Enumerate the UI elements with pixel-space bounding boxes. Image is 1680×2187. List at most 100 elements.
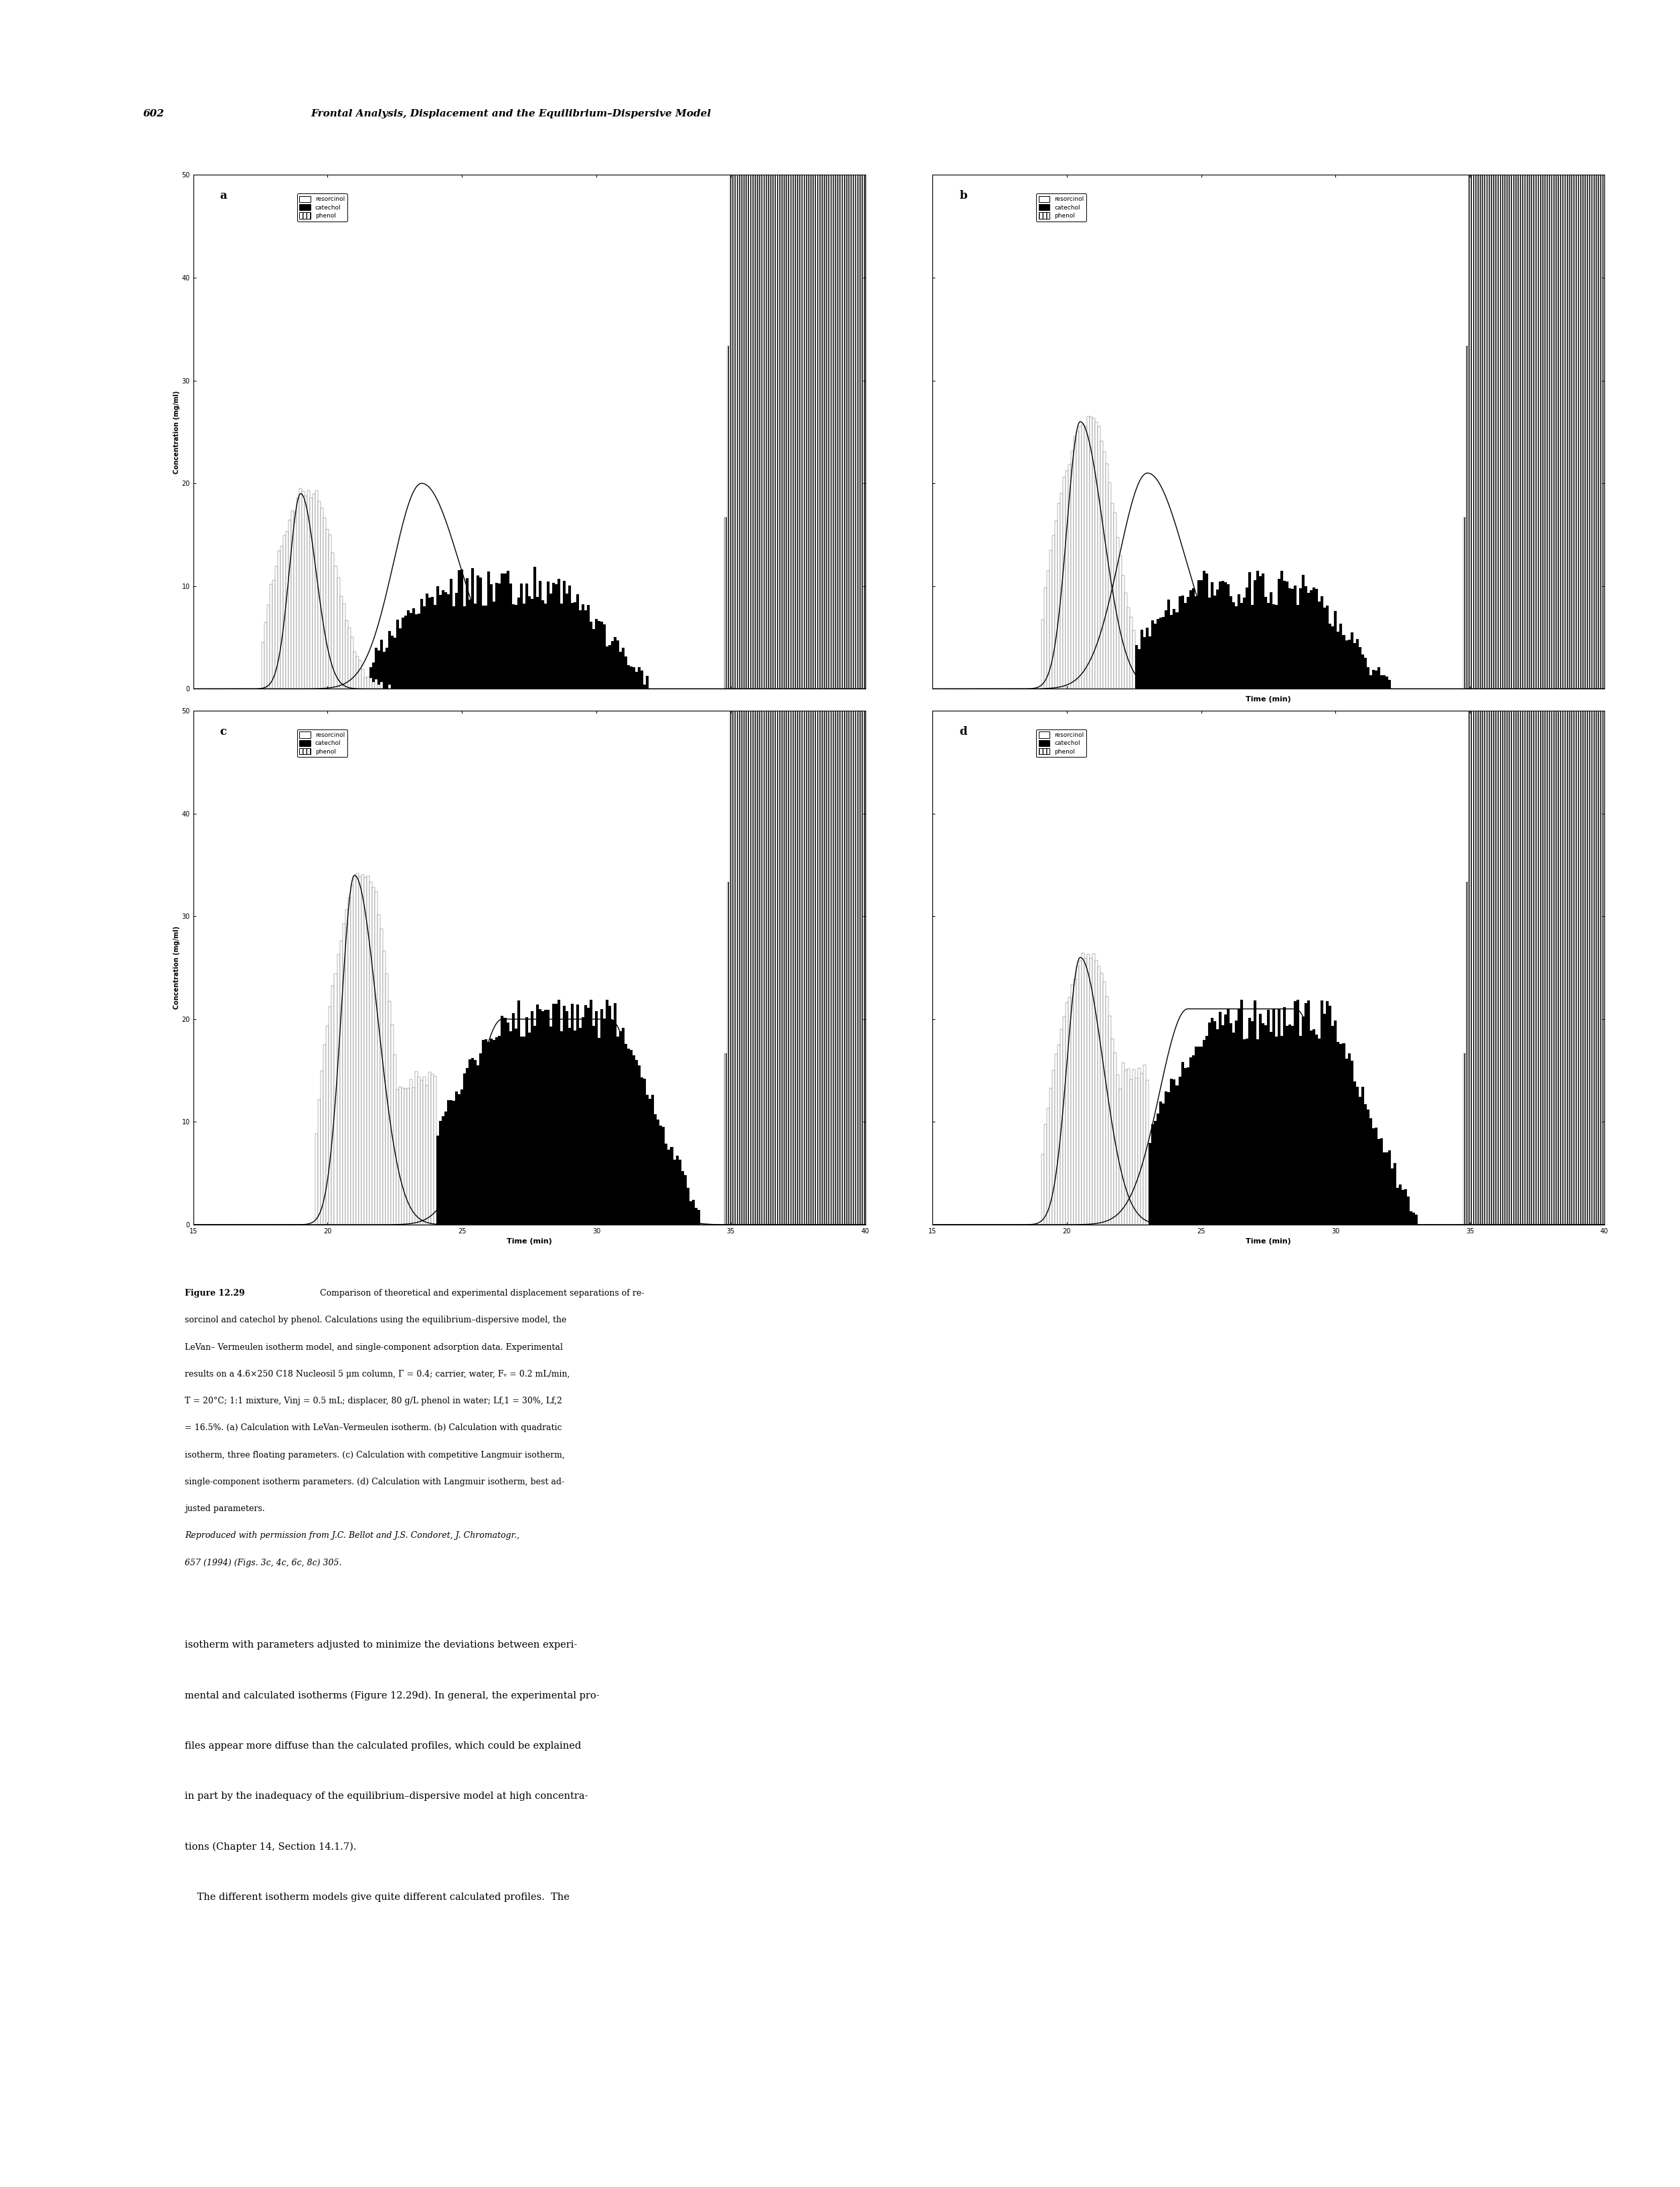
Bar [743,711,746,1225]
Bar [1473,175,1477,689]
Bar [781,711,783,1225]
Bar [1127,608,1131,689]
Bar [801,711,805,1225]
Bar [1178,597,1181,689]
Bar [445,1111,447,1225]
Bar [1124,593,1127,689]
Bar [402,617,405,689]
Bar [428,597,432,689]
Bar [297,499,299,689]
Bar [595,1010,598,1225]
Bar [1319,601,1320,689]
Bar [734,711,738,1225]
Bar [1603,711,1606,1225]
Bar [1480,711,1482,1225]
Bar [576,1004,580,1225]
Bar [1305,1004,1307,1225]
Bar [1146,1153,1149,1225]
Bar [312,494,316,689]
Bar [840,175,842,689]
Bar [738,711,741,1225]
Bar [1137,1067,1141,1225]
Bar [1294,586,1297,689]
Bar [732,711,734,1225]
Bar [522,604,526,689]
Bar [563,582,566,689]
Bar [1544,711,1547,1225]
Bar [724,1054,727,1225]
Bar [783,175,786,689]
Bar [1194,1048,1198,1225]
Bar [1361,654,1364,689]
Bar [1105,997,1109,1225]
Bar [606,647,608,689]
Bar [331,553,334,689]
Bar [855,175,858,689]
Bar [1562,175,1566,689]
Bar [1163,617,1164,689]
Bar [1386,1153,1388,1225]
Bar [1225,1015,1226,1225]
Bar [423,606,425,689]
Text: single-component isotherm parameters. (d) Calculation with Langmuir isotherm, be: single-component isotherm parameters. (d… [185,1478,564,1487]
Bar [1485,711,1487,1225]
Bar [343,923,344,1225]
Bar [769,175,773,689]
Bar [1337,1041,1339,1225]
Bar [1132,630,1136,689]
Bar [1490,711,1494,1225]
Bar [1388,1150,1391,1225]
Bar [1356,1087,1359,1225]
Bar [506,571,509,689]
Bar [1593,175,1594,689]
Bar [329,536,331,689]
Bar [759,175,761,689]
Bar [1272,604,1275,689]
Bar [356,656,358,689]
Bar [344,621,348,689]
Bar [1289,588,1292,689]
Bar [580,1028,581,1225]
Bar [1149,1144,1151,1225]
Text: files appear more diffuse than the calculated profiles, which could be explained: files appear more diffuse than the calcu… [185,1741,581,1750]
Bar [1603,175,1606,689]
Bar [1158,1113,1159,1225]
Bar [554,1004,558,1225]
Bar [1047,1109,1050,1225]
Text: T = 20°C; 1:1 mixture, Vinj = 0.5 mL; displacer, 80 g/L phenol in water; Lf,1 = : T = 20°C; 1:1 mixture, Vinj = 0.5 mL; di… [185,1397,563,1406]
Bar [630,1050,633,1225]
Bar [358,660,361,689]
Bar [541,1010,544,1225]
Bar [1141,1074,1144,1225]
Bar [815,175,818,689]
Bar [316,1133,318,1225]
Bar [1312,588,1315,689]
Bar [1579,175,1581,689]
Bar [1136,645,1137,689]
Bar [1252,1021,1253,1225]
Bar [425,593,428,689]
Bar [1415,1216,1418,1225]
Bar [1087,416,1090,689]
Bar [361,875,365,1225]
Bar [1557,711,1561,1225]
Bar [517,597,519,689]
Bar [1520,711,1522,1225]
Bar [519,584,522,689]
Bar [1302,1017,1305,1225]
Bar [425,1085,428,1225]
Bar [850,175,853,689]
Bar [1109,483,1110,689]
Text: isotherm, three floating parameters. (c) Calculation with competitive Langmuir i: isotherm, three floating parameters. (c)… [185,1450,564,1459]
Bar [1547,175,1549,689]
Bar [1378,1139,1379,1225]
Bar [643,685,647,689]
Bar [1267,1010,1270,1225]
Bar [864,175,867,689]
Bar [1137,650,1141,689]
Bar [1549,175,1552,689]
Bar [1315,1034,1319,1225]
Bar [1539,175,1541,689]
Bar [1208,597,1211,689]
Bar [845,175,848,689]
